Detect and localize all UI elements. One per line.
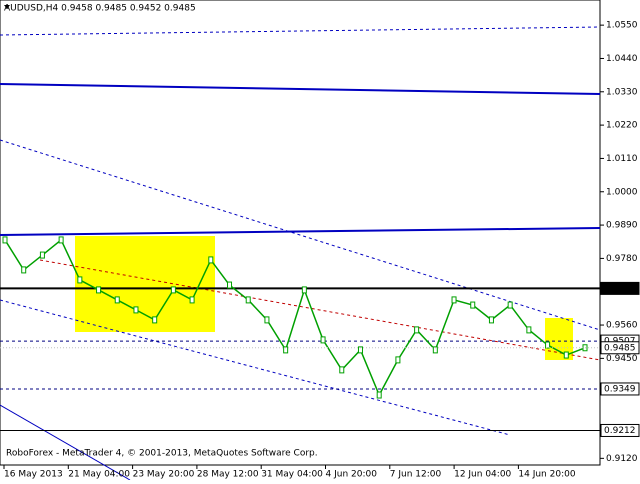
x-tick-label: 31 May 04:00	[261, 470, 323, 480]
price-point	[152, 316, 158, 324]
price-point	[114, 296, 120, 304]
chart-title: AUDUSD,H4 0.9458 0.9485 0.9452 0.9485	[4, 4, 196, 14]
y-tick-label: 1.0220	[606, 121, 638, 131]
level-label-box	[600, 382, 640, 396]
price-point	[488, 316, 494, 324]
price-point	[2, 236, 8, 244]
price-point	[301, 286, 307, 294]
channel-line	[0, 83, 601, 95]
price-point	[563, 351, 569, 359]
level-label-box	[600, 281, 640, 295]
x-tick-label: 14 Jun 20:00	[518, 470, 575, 480]
y-tick-label: 0.9890	[606, 221, 638, 231]
price-point	[414, 326, 420, 334]
price-point	[320, 336, 326, 344]
y-tick-label: 1.0550	[606, 21, 638, 31]
current-price-box	[600, 341, 640, 355]
level-label-box	[600, 423, 640, 437]
y-tick-label: 1.0330	[606, 87, 638, 97]
channel-line	[0, 404, 131, 481]
price-point	[21, 266, 27, 274]
level-label: 0.9212	[604, 426, 636, 436]
price-point	[39, 251, 45, 259]
menu-arrow	[4, 5, 10, 9]
price-point	[208, 256, 214, 264]
price-point	[133, 306, 139, 314]
x-tick-label: 4 Jun 20:00	[326, 470, 378, 480]
channel-line	[0, 227, 601, 236]
forecast-line	[39, 259, 601, 361]
price-point	[376, 391, 382, 399]
price-point	[58, 236, 64, 244]
y-tick-label: 0.9780	[606, 254, 638, 264]
price-point	[395, 356, 401, 364]
price-point	[545, 341, 551, 349]
y-tick-label: 0.9560	[606, 321, 638, 331]
price-point	[227, 281, 233, 289]
level-label: 0.9681	[604, 284, 636, 294]
x-tick-label: 16 May 2013	[4, 470, 63, 480]
channel-line	[0, 299, 511, 436]
price-point	[451, 296, 457, 304]
price-point	[470, 301, 476, 309]
x-tick-label: 28 May 12:00	[197, 470, 259, 480]
price-point	[526, 326, 532, 334]
x-tick-label: 23 May 20:00	[133, 470, 195, 480]
price-point	[245, 296, 251, 304]
level-label: 0.9349	[604, 384, 636, 394]
price-point	[283, 346, 289, 354]
price-line	[4, 238, 586, 397]
price-point	[96, 286, 102, 294]
price-point	[339, 366, 345, 374]
price-point	[432, 346, 438, 354]
channel-line	[0, 139, 601, 331]
x-tick-label: 7 Jun 12:00	[390, 470, 442, 480]
y-tick-label: 1.0440	[606, 54, 638, 64]
price-point	[77, 276, 83, 284]
y-tick-label: 1.0000	[606, 187, 638, 197]
channel-line	[0, 26, 601, 36]
current-price-label: 0.9485	[604, 343, 636, 353]
price-point	[170, 286, 176, 294]
footer: RoboForex - MetaTrader 4, © 2001-2013, M…	[6, 449, 318, 459]
price-point	[264, 316, 270, 324]
x-tick-label: 21 May 04:00	[68, 470, 130, 480]
y-tick-label: 0.9450	[606, 354, 638, 364]
y-tick-label: 0.9120	[606, 454, 638, 464]
y-tick-label: 1.0110	[606, 154, 638, 164]
price-point	[189, 296, 195, 304]
price-point	[507, 301, 513, 309]
x-tick-label: 12 Jun 04:00	[454, 470, 511, 480]
price-point	[357, 346, 363, 354]
highlight-box	[75, 236, 215, 332]
